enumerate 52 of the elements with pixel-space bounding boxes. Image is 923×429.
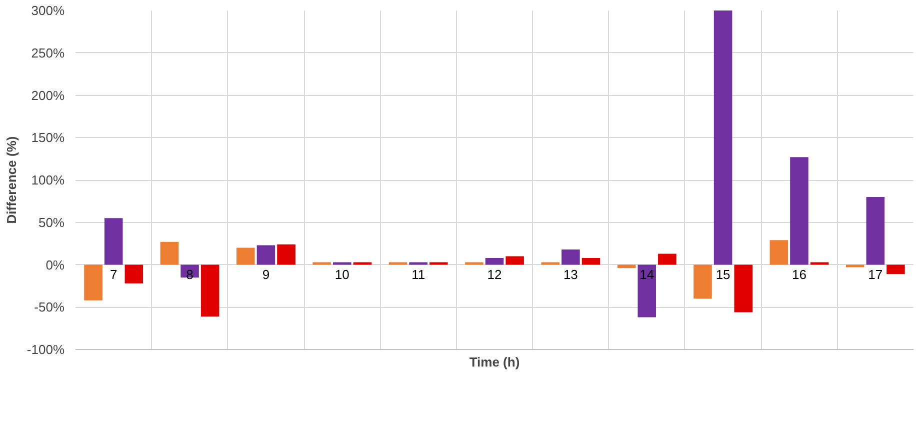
- bar: [886, 264, 905, 274]
- x-tick-label: 16: [792, 266, 806, 282]
- y-tick-label: 50%: [38, 214, 65, 230]
- bar: [790, 157, 808, 265]
- bar: [353, 262, 372, 265]
- bar: [638, 264, 656, 318]
- x-tick-label: 12: [487, 266, 502, 282]
- bar: [810, 262, 829, 265]
- x-tick-label: 14: [640, 266, 654, 282]
- bar: [562, 249, 580, 265]
- x-tick-label: 7: [110, 266, 118, 282]
- x-tick-label: 10: [334, 266, 350, 282]
- bar: [770, 240, 788, 265]
- y-tick-label: 300%: [31, 3, 65, 18]
- y-tick-label: 250%: [31, 45, 65, 60]
- bar: [846, 264, 864, 268]
- bar: [485, 258, 504, 265]
- bar: [714, 10, 732, 265]
- x-tick-label: 11: [412, 266, 426, 282]
- x-axis-title: Time (h): [469, 354, 520, 370]
- x-tick-label: 15: [716, 266, 730, 282]
- y-tick-label: 0%: [46, 257, 65, 272]
- y-tick-label: 100%: [31, 172, 65, 188]
- bar: [200, 264, 220, 316]
- bar: [277, 244, 296, 265]
- bar: [582, 258, 600, 265]
- bar: [866, 196, 885, 265]
- bar: [734, 264, 752, 312]
- y-tick-label: 200%: [31, 88, 65, 103]
- bar: [312, 262, 331, 265]
- x-tick-label: 9: [262, 266, 270, 282]
- y-axis-title: Difference (%): [4, 136, 19, 224]
- bar: [429, 262, 448, 265]
- bar: [84, 264, 102, 300]
- bar: [160, 242, 179, 265]
- x-tick-label: 13: [563, 266, 578, 282]
- bar: [236, 248, 255, 265]
- bar: [465, 262, 484, 265]
- y-tick-label: 150%: [31, 130, 65, 146]
- bar: [541, 262, 560, 265]
- bar: [506, 256, 524, 265]
- bar: [256, 245, 276, 265]
- x-tick-label: 17: [868, 266, 883, 282]
- bar: [409, 262, 428, 265]
- bar: [658, 254, 676, 265]
- bar: [332, 262, 352, 265]
- bar: [388, 262, 408, 265]
- y-tick-label: -50%: [34, 300, 65, 315]
- bar: [694, 264, 712, 299]
- bar: [104, 218, 123, 265]
- bar: [124, 264, 144, 284]
- y-tick-label: -100%: [26, 342, 65, 357]
